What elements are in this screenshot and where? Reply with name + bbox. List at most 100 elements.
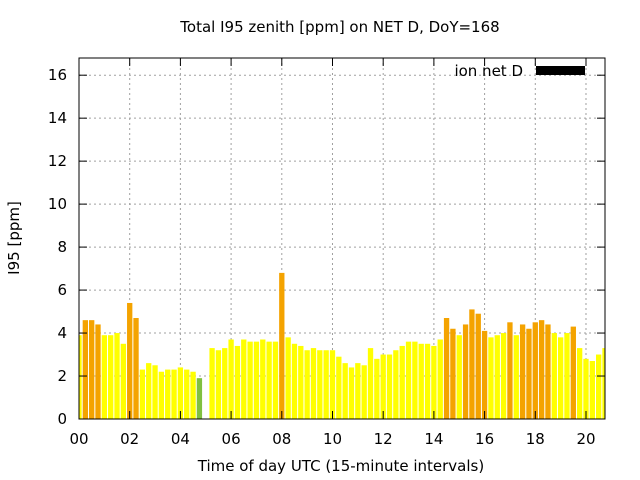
bar <box>260 339 266 419</box>
bar <box>241 339 247 419</box>
x-tick-label: 16 <box>475 430 494 448</box>
bar-series <box>79 272 605 419</box>
bar <box>507 322 513 419</box>
bar <box>139 369 146 419</box>
y-tick-label: 0 <box>57 410 67 428</box>
plot-frame <box>78 57 606 420</box>
bar <box>234 345 241 419</box>
bar <box>469 309 475 419</box>
y-tick-label: 4 <box>57 324 67 342</box>
bar <box>526 328 532 419</box>
bar <box>583 358 589 419</box>
bar <box>285 337 291 419</box>
bar <box>443 318 450 419</box>
bar <box>602 348 605 419</box>
bar <box>196 378 203 419</box>
bar <box>209 348 215 419</box>
bar <box>589 360 595 419</box>
x-tick-label: 00 <box>69 430 88 448</box>
bar <box>519 324 526 419</box>
bar <box>361 365 367 419</box>
bar <box>494 335 500 419</box>
y-tick-label: 12 <box>48 152 67 170</box>
bar <box>298 345 304 419</box>
legend: ion net D <box>454 62 585 80</box>
bar <box>79 335 82 419</box>
bar <box>323 350 329 419</box>
bar <box>133 318 139 419</box>
y-tick-label: 10 <box>48 195 67 213</box>
bar <box>253 341 260 419</box>
bar <box>424 343 431 419</box>
bar <box>564 333 570 419</box>
bar <box>551 333 557 419</box>
bar <box>576 348 583 419</box>
bar <box>475 313 481 419</box>
bar <box>228 339 234 419</box>
bar <box>431 345 437 419</box>
bar <box>329 350 336 419</box>
x-tick-label: 10 <box>323 430 342 448</box>
y-tick-label: 2 <box>57 367 67 385</box>
bar <box>89 320 95 419</box>
bar <box>266 341 272 419</box>
bar <box>190 371 196 419</box>
bar <box>114 333 120 419</box>
bar <box>279 272 285 419</box>
bar <box>272 341 279 419</box>
bar <box>399 345 405 419</box>
bar <box>95 324 101 419</box>
bar <box>557 337 564 419</box>
bar <box>317 350 323 419</box>
x-axis-label: Time of day UTC (15-minute intervals) <box>197 457 484 475</box>
x-tick-label: 06 <box>222 430 241 448</box>
bar <box>222 348 228 419</box>
bar <box>488 337 494 419</box>
bar <box>146 363 152 419</box>
bar <box>500 333 507 419</box>
bar <box>171 369 177 419</box>
bar <box>538 320 545 419</box>
y-axis-label: I95 [ppm] <box>5 201 23 275</box>
bar <box>310 348 317 419</box>
bar <box>374 358 380 419</box>
bar <box>393 350 399 419</box>
y-tick-label: 8 <box>57 238 67 256</box>
legend-swatch <box>536 66 585 75</box>
bar <box>418 343 424 419</box>
bar <box>437 339 443 419</box>
bar <box>215 350 222 419</box>
bar <box>82 320 88 419</box>
chart-title: Total I95 zenith [ppm] on NET D, DoY=168 <box>179 18 499 36</box>
bar <box>596 354 602 419</box>
legend-label: ion net D <box>454 62 523 80</box>
bar <box>184 369 190 419</box>
x-tick-label: 02 <box>120 430 139 448</box>
grid-lines <box>79 58 605 419</box>
bar <box>165 369 171 419</box>
bar <box>120 343 127 419</box>
bar <box>386 354 393 419</box>
y-tick-label: 14 <box>48 109 67 127</box>
x-tick-label: 18 <box>526 430 545 448</box>
y-tick-label: 6 <box>57 281 67 299</box>
bar <box>291 343 298 419</box>
x-tick-label: 14 <box>424 430 443 448</box>
bar <box>481 330 488 419</box>
bar <box>342 363 348 419</box>
bar <box>545 324 551 419</box>
bar <box>152 365 158 419</box>
bar <box>108 335 114 419</box>
bar <box>304 350 310 419</box>
bar <box>101 335 108 419</box>
bar <box>177 367 184 419</box>
bar <box>348 367 355 419</box>
bar <box>247 341 253 419</box>
bar <box>456 335 462 419</box>
bar <box>158 371 165 419</box>
bar <box>355 363 361 419</box>
bar <box>532 322 538 419</box>
bar <box>570 326 576 419</box>
